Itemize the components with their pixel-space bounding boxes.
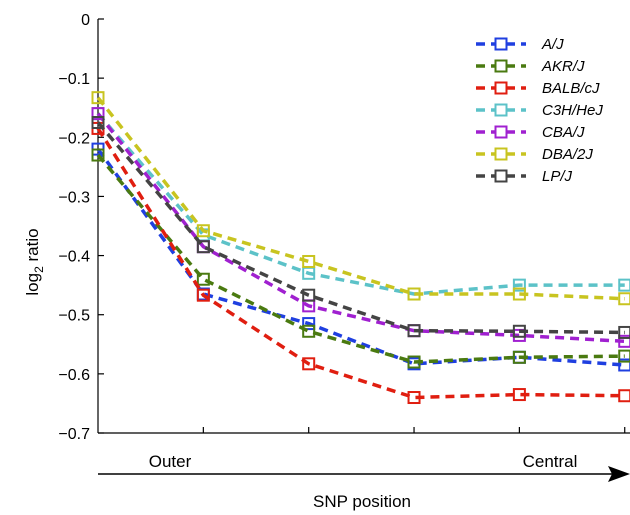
- data-point-marker: [407, 391, 421, 405]
- data-point-marker: [302, 317, 316, 331]
- y-tick-label: −0.6: [58, 367, 90, 384]
- legend-label: LP/J: [542, 168, 573, 185]
- legend-swatch-marker: [494, 37, 508, 51]
- data-point-marker: [618, 389, 630, 403]
- data-point-marker: [407, 324, 421, 338]
- x-annotation-central: Central: [523, 452, 578, 471]
- series: [91, 121, 630, 405]
- data-point-marker: [302, 324, 316, 338]
- legend-label: AKR/J: [541, 58, 585, 75]
- legend-item: DBA/2J: [476, 146, 593, 163]
- data-point-marker: [91, 116, 105, 129]
- y-ticks: 0 −0.1 −0.2 −0.3 −0.4 −0.5 −0.6 −0.7: [58, 12, 104, 443]
- legend-item: C3H/HeJ: [476, 102, 603, 119]
- legend-swatch-marker: [494, 125, 508, 139]
- x-ticks: [202, 427, 626, 433]
- data-point-marker: [512, 388, 526, 402]
- legend-swatch-marker: [494, 103, 508, 117]
- x-axis-label: SNP position: [313, 492, 411, 511]
- legend-item: A/J: [476, 36, 564, 53]
- legend-swatch-marker: [494, 59, 508, 73]
- series-layer: [91, 91, 630, 405]
- axes: 0 −0.1 −0.2 −0.3 −0.4 −0.5 −0.6 −0.7: [58, 12, 630, 443]
- legend: A/J AKR/J BALB/cJ C3H/HeJ CBA/J DBA/2J LP/J: [476, 36, 603, 185]
- data-point-marker: [618, 278, 630, 292]
- legend-swatch-marker: [494, 147, 508, 161]
- data-point-marker: [196, 272, 210, 286]
- y-tick-label: −0.7: [58, 426, 90, 443]
- data-point-marker: [618, 334, 630, 348]
- series-line: [96, 153, 625, 364]
- data-point-marker: [302, 288, 316, 302]
- data-point-marker: [618, 292, 630, 306]
- series: [91, 107, 630, 348]
- y-tick-label: −0.1: [58, 71, 90, 88]
- data-point-marker: [407, 287, 421, 301]
- data-point-marker: [196, 224, 210, 238]
- data-point-marker: [512, 278, 526, 292]
- legend-label: BALB/cJ: [542, 80, 600, 97]
- y-tick-label: −0.4: [58, 249, 90, 266]
- series-line: [96, 112, 625, 344]
- x-annotation-outer: Outer: [149, 452, 192, 471]
- data-point-marker: [302, 254, 316, 268]
- data-point-marker: [512, 287, 526, 301]
- legend-label: CBA/J: [542, 124, 585, 141]
- series-line: [96, 127, 625, 400]
- series-line: [96, 112, 625, 296]
- legend-swatch-marker: [494, 169, 508, 183]
- series: [91, 116, 630, 339]
- y-tick-label: −0.3: [58, 189, 90, 206]
- series-line: [96, 121, 625, 335]
- legend-label: DBA/2J: [542, 146, 593, 163]
- data-point-marker: [91, 148, 105, 162]
- series: [91, 148, 630, 369]
- y-tick-label: 0: [81, 12, 90, 29]
- y-axis-label: log2 ratio: [23, 228, 46, 295]
- snp-direction-arrowhead: [608, 466, 630, 482]
- legend-label: C3H/HeJ: [542, 102, 603, 119]
- series-line: [96, 96, 625, 301]
- data-point-marker: [618, 325, 630, 339]
- data-point-marker: [618, 358, 630, 372]
- data-point-marker: [91, 107, 105, 121]
- legend-item: CBA/J: [476, 124, 585, 141]
- y-tick-label: −0.5: [58, 308, 90, 325]
- data-point-marker: [618, 349, 630, 363]
- data-point-marker: [91, 91, 105, 105]
- y-tick-label: −0.2: [58, 130, 90, 147]
- data-point-marker: [302, 357, 316, 371]
- data-point-marker: [407, 355, 421, 369]
- legend-swatch-marker: [494, 81, 508, 95]
- data-point-marker: [196, 240, 210, 254]
- data-point-marker: [512, 350, 526, 364]
- legend-item: LP/J: [476, 168, 573, 185]
- series: [91, 91, 630, 306]
- legend-item: AKR/J: [476, 58, 585, 75]
- legend-item: BALB/cJ: [476, 80, 600, 97]
- legend-label: A/J: [541, 36, 564, 53]
- data-point-marker: [512, 324, 526, 338]
- data-point-marker: [196, 288, 210, 302]
